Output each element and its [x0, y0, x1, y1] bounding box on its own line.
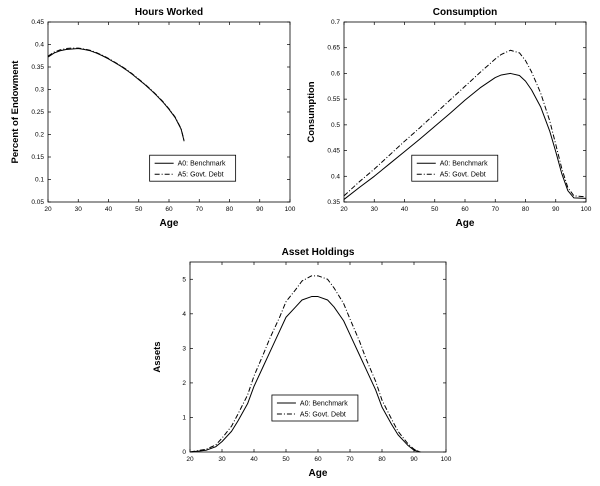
x-tick-label: 90 — [410, 456, 418, 463]
x-tick-label: 100 — [441, 456, 452, 463]
x-axis-label: Age — [308, 468, 328, 479]
x-axis-label: Age — [159, 218, 179, 229]
x-tick-label: 80 — [378, 456, 386, 463]
plot-box — [189, 261, 447, 453]
x-axis-label: Age — [455, 218, 475, 229]
y-tick-label: 3 — [182, 345, 186, 352]
legend-entry-label: A0: Benchmark — [178, 161, 226, 168]
legend-box — [411, 154, 499, 182]
y-tick-label: 0.15 — [31, 154, 44, 161]
chart-title: Consumption — [432, 7, 498, 18]
x-tick-label: 90 — [256, 206, 264, 213]
x-tick-label: 80 — [522, 206, 530, 213]
consumption-plot: 20 30 40 50 60 70 80 90 100 0.35 0.4 0.45 0.5 0.55 0.6… — [327, 19, 592, 213]
y-tick-label: 1 — [182, 414, 186, 421]
legend-entry-label: A0: Benchmark — [440, 161, 488, 168]
y-axis-label: Assets — [152, 341, 163, 373]
x-tick-label: 70 — [196, 206, 204, 213]
y-axis-label: Percent of Endowment — [10, 60, 21, 164]
x-tick-label: 70 — [346, 456, 354, 463]
y-tick-label: 0.25 — [31, 109, 44, 116]
asset-holdings-chart: 20 30 40 50 60 70 80 90 100 0 1 2 3 4 5 A0: Benchmark A5… — [150, 246, 456, 482]
series-line — [343, 49, 587, 198]
y-tick-label: 0.2 — [35, 132, 44, 139]
y-tick-label: 0.65 — [327, 45, 340, 52]
x-tick-label: 80 — [226, 206, 234, 213]
y-tick-label: 0.4 — [35, 42, 44, 49]
x-tick-label: 70 — [492, 206, 500, 213]
series-line — [343, 72, 587, 200]
consumption-chart: 20 30 40 50 60 70 80 90 100 0.35 0.4 0.45 0.5 0.55 0.6… — [304, 6, 596, 232]
legend-entry-label: A0: Benchmark — [300, 401, 348, 408]
legend-box — [271, 394, 359, 422]
y-axis-label: Consumption — [306, 81, 317, 143]
chart-title: Asset Holdings — [281, 247, 355, 258]
series-line — [47, 48, 185, 142]
x-tick-label: 60 — [165, 206, 173, 213]
legend-entry-label: A5: Govt. Debt — [300, 412, 346, 419]
y-tick-label: 0.5 — [331, 122, 340, 129]
y-tick-label: 0 — [182, 449, 186, 456]
series-line — [47, 47, 185, 141]
chart-title: Hours Worked — [134, 7, 204, 18]
y-tick-label: 0.55 — [327, 96, 340, 103]
y-tick-label: 0.6 — [331, 70, 340, 77]
hours-worked-plot: 20 30 40 50 60 70 80 90 100 0.05 0.1 0.15 0.2 0.25 0.3… — [31, 19, 296, 213]
x-tick-label: 30 — [218, 456, 226, 463]
x-tick-label: 50 — [431, 206, 439, 213]
x-tick-label: 90 — [552, 206, 560, 213]
x-tick-label: 60 — [314, 456, 322, 463]
y-tick-label: 0.45 — [327, 148, 340, 155]
y-tick-label: 2 — [182, 380, 186, 387]
y-tick-label: 0.35 — [31, 64, 44, 71]
y-tick-label: 0.35 — [327, 199, 340, 206]
y-tick-label: 0.4 — [331, 173, 340, 180]
y-tick-label: 4 — [182, 311, 186, 318]
x-tick-label: 20 — [44, 206, 52, 213]
legend-entry-label: A5: Govt. Debt — [178, 172, 224, 179]
y-tick-label: 0.45 — [31, 19, 44, 26]
x-tick-label: 50 — [282, 456, 290, 463]
x-tick-label: 40 — [250, 456, 258, 463]
x-tick-label: 20 — [186, 456, 194, 463]
y-tick-label: 0.3 — [35, 87, 44, 94]
legend-entry-label: A5: Govt. Debt — [440, 172, 486, 179]
x-tick-label: 20 — [340, 206, 348, 213]
x-tick-label: 30 — [75, 206, 83, 213]
asset-holdings-plot: 20 30 40 50 60 70 80 90 100 0 1 2 3 4 5 A0: Benchmark A5… — [182, 261, 452, 463]
series-line — [189, 296, 421, 453]
y-tick-label: 0.7 — [331, 19, 340, 26]
y-tick-label: 0.05 — [31, 199, 44, 206]
x-tick-label: 100 — [581, 206, 592, 213]
x-tick-label: 100 — [285, 206, 296, 213]
x-tick-label: 30 — [371, 206, 379, 213]
hours-worked-chart: 20 30 40 50 60 70 80 90 100 0.05 0.1 0.15 0.2 0.25 0.3… — [8, 6, 300, 232]
x-tick-label: 40 — [401, 206, 409, 213]
series-line — [189, 275, 421, 453]
y-tick-label: 5 — [182, 276, 186, 283]
x-tick-label: 60 — [461, 206, 469, 213]
y-tick-label: 0.1 — [35, 177, 44, 184]
legend-box — [149, 154, 237, 182]
x-tick-label: 50 — [135, 206, 143, 213]
x-tick-label: 40 — [105, 206, 113, 213]
